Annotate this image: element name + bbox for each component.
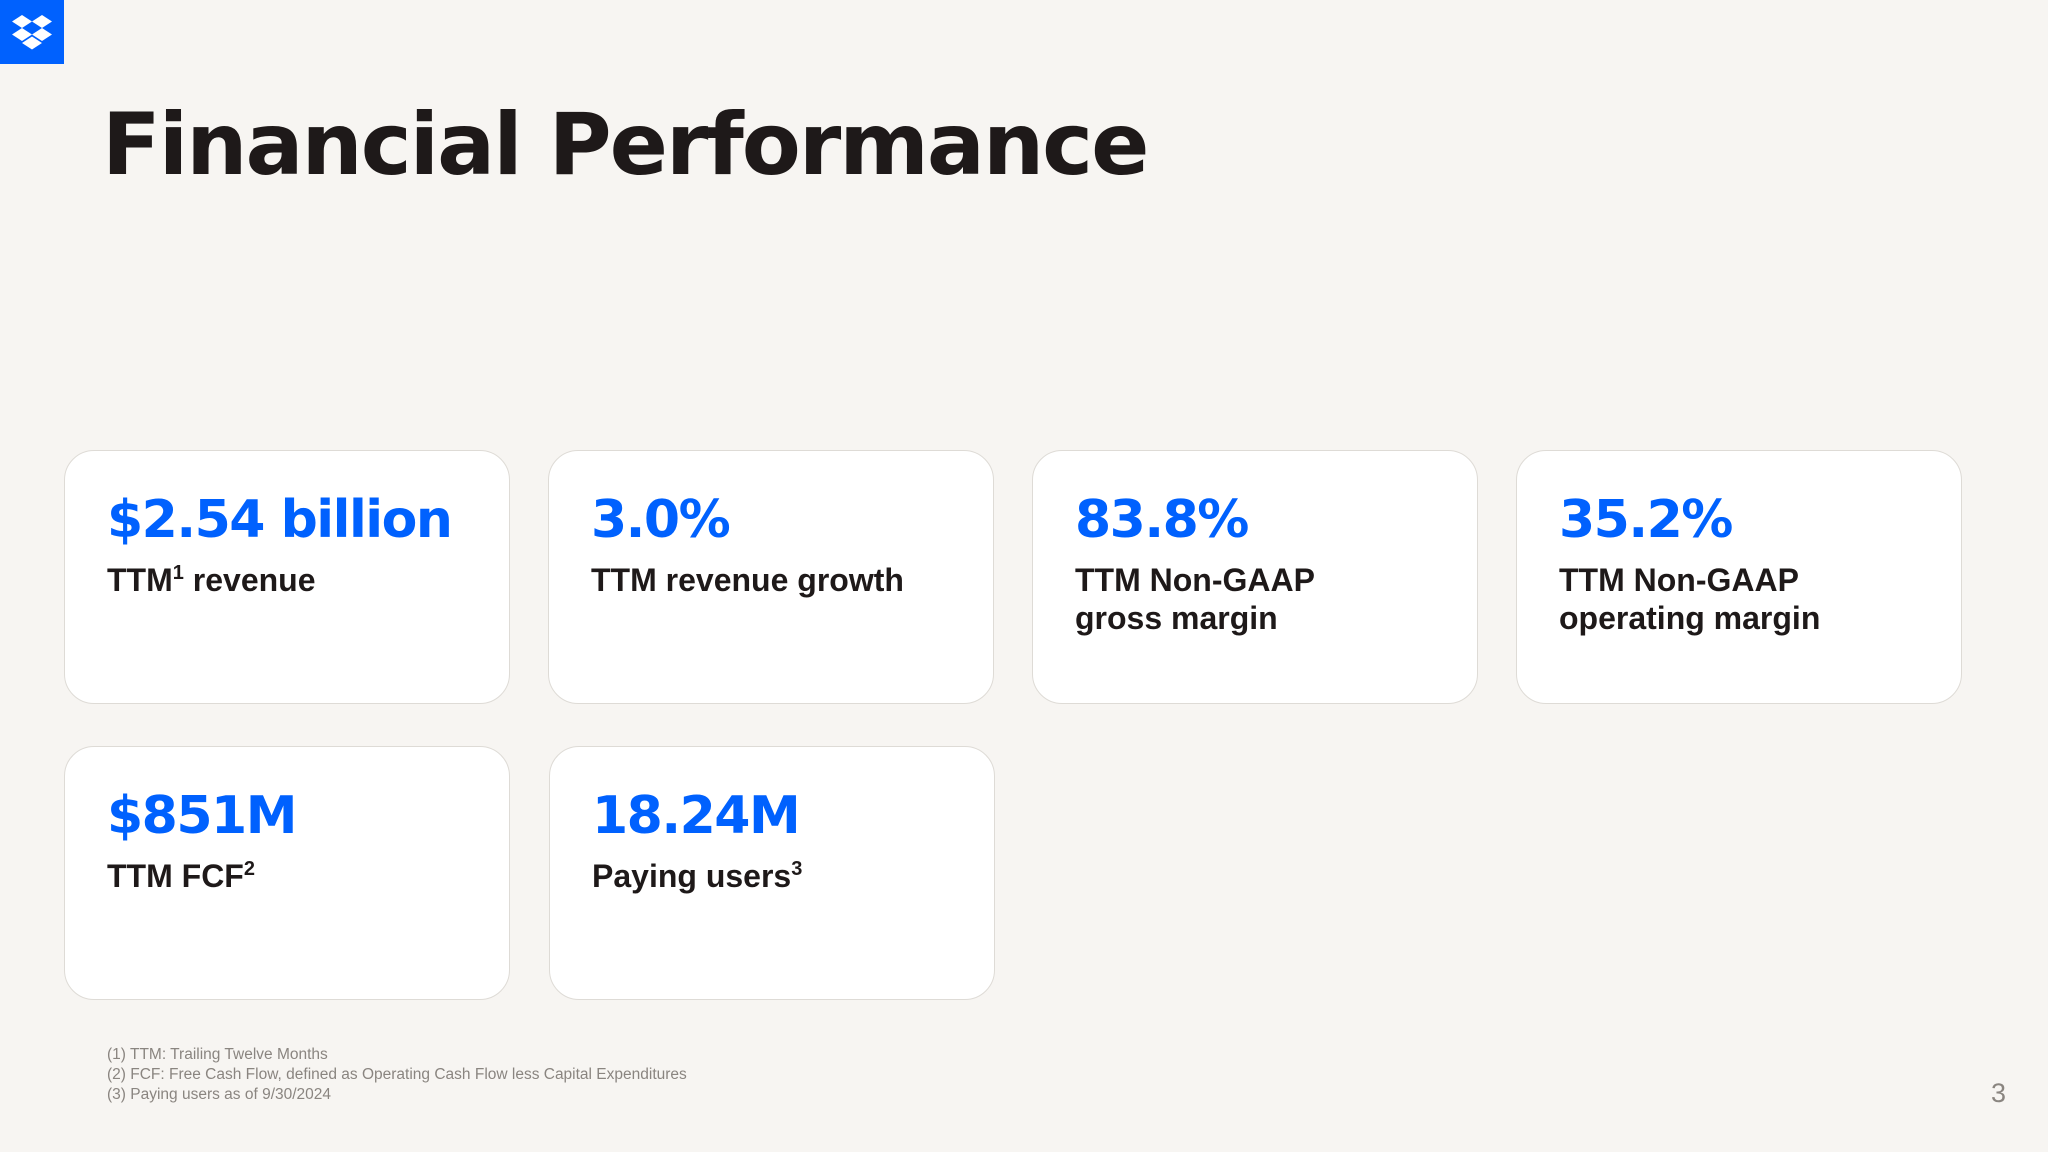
metric-value: $2.54 billion bbox=[107, 490, 453, 550]
metric-value: 83.8% bbox=[1075, 490, 1249, 550]
metric-label-suffix: revenue bbox=[183, 561, 316, 598]
metric-card-operating-margin: 35.2% TTM Non-GAAP operating margin bbox=[1516, 450, 1962, 704]
metric-card-ttm-revenue: $2.54 billion TTM1 revenue bbox=[64, 450, 510, 704]
metric-label: TTM revenue growth bbox=[591, 561, 904, 598]
dropbox-logo-icon bbox=[12, 15, 52, 50]
metric-label: TTM FCF2 bbox=[107, 857, 467, 895]
footnote-3: (3) Paying users as of 9/30/2024 bbox=[107, 1086, 332, 1103]
metric-card-paying-users: 18.24M Paying users3 bbox=[549, 746, 995, 1000]
metric-card-ttm-revenue-growth: 3.0% TTM revenue growth bbox=[548, 450, 994, 704]
footnote-marker: 2 bbox=[243, 857, 255, 880]
metric-label: Paying users3 bbox=[592, 857, 952, 895]
footnote-1: (1) TTM: Trailing Twelve Months bbox=[107, 1046, 328, 1063]
metric-card-ttm-fcf: $851M TTM FCF2 bbox=[64, 746, 510, 1000]
metric-label-text: Paying users bbox=[592, 857, 792, 894]
metric-value: 18.24M bbox=[592, 786, 801, 846]
metric-label-text: TTM FCF bbox=[107, 857, 244, 894]
footnotes: (1) TTM: Trailing Twelve Months (2) FCF:… bbox=[107, 1045, 687, 1105]
footnote-2: (2) FCF: Free Cash Flow, defined as Oper… bbox=[107, 1066, 687, 1083]
page-title: Financial Performance bbox=[102, 95, 1149, 195]
footnote-marker: 3 bbox=[791, 857, 803, 880]
metric-value: $851M bbox=[107, 786, 297, 846]
metric-value: 3.0% bbox=[591, 490, 731, 550]
metric-label: TTM1 revenue bbox=[107, 561, 467, 599]
footnote-marker: 1 bbox=[172, 561, 184, 584]
metric-label: TTM Non-GAAP operating margin bbox=[1559, 561, 1821, 636]
metric-label-text: TTM bbox=[107, 561, 173, 598]
dropbox-logo bbox=[0, 0, 64, 64]
metric-card-gross-margin: 83.8% TTM Non-GAAP gross margin bbox=[1032, 450, 1478, 704]
metric-value: 35.2% bbox=[1559, 490, 1733, 550]
metric-label: TTM Non-GAAP gross margin bbox=[1075, 561, 1315, 636]
page-number: 3 bbox=[1990, 1078, 2006, 1108]
